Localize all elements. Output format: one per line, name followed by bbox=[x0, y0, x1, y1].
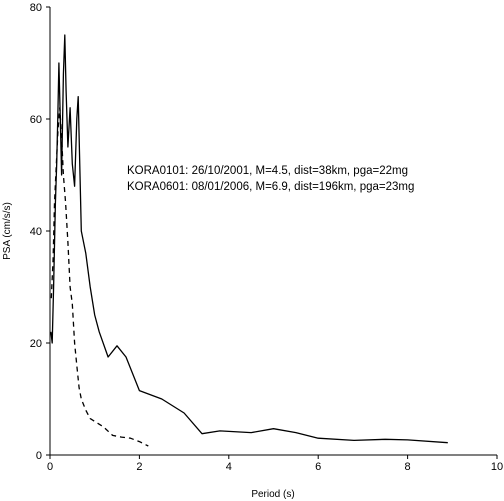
x-tick-label: 8 bbox=[405, 461, 411, 473]
x-tick-label: 4 bbox=[226, 461, 232, 473]
y-tick-label: 40 bbox=[30, 226, 42, 238]
x-tick-label: 10 bbox=[491, 461, 503, 473]
annotations: KORA0101: 26/10/2001, M=4.5, dist=38km, … bbox=[127, 165, 414, 193]
y-axis-title: PSA (cm/s/s) bbox=[2, 202, 13, 260]
legend-annotation: KORA0601: 08/01/2006, M=6.9, dist=196km,… bbox=[127, 181, 414, 193]
legend-annotation: KORA0101: 26/10/2001, M=4.5, dist=38km, … bbox=[127, 165, 408, 177]
y-tick-label: 20 bbox=[30, 338, 42, 350]
y-tick-label: 80 bbox=[30, 2, 42, 14]
x-tick-label: 6 bbox=[315, 461, 321, 473]
plot-area bbox=[49, 7, 497, 456]
y-tick-label: 0 bbox=[36, 450, 42, 462]
series-line-solid bbox=[50, 34, 448, 444]
y-tick-label: 60 bbox=[30, 114, 42, 126]
series-line-dashed bbox=[50, 107, 149, 447]
y-axis-ticks: 0 20 40 60 80 bbox=[30, 2, 50, 462]
x-axis-ticks: 0 2 4 6 8 10 bbox=[47, 455, 503, 473]
x-tick-label: 0 bbox=[47, 461, 53, 473]
series-layer bbox=[50, 34, 448, 447]
x-tick-label: 2 bbox=[136, 461, 142, 473]
x-axis-title: Period (s) bbox=[251, 489, 294, 500]
